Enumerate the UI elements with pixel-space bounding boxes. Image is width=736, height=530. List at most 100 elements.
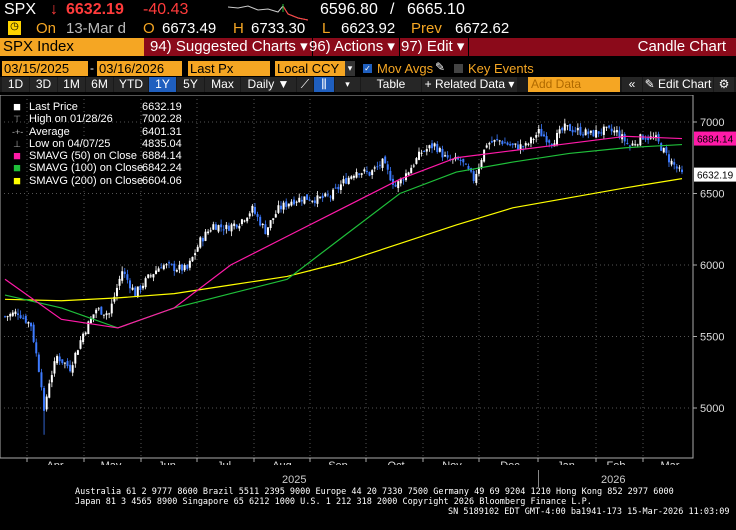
candle-body [545, 136, 548, 143]
candle-body [134, 287, 137, 297]
candle-chart-icon[interactable]: ⫼ [314, 77, 334, 92]
period-6m[interactable]: 6M [86, 77, 113, 92]
suggested-charts-menu[interactable]: 94) Suggested Charts ▾ [146, 38, 313, 56]
frequency-dropdown[interactable]: Daily ▼ [241, 77, 296, 92]
candle-body [347, 177, 350, 184]
candle-body [488, 143, 491, 145]
end-date-field[interactable]: 03/16/2026 [97, 61, 182, 76]
candle-body [76, 350, 79, 355]
footer-contacts-line1: Australia 61 2 9777 8600 Brazil 5511 239… [75, 487, 674, 497]
x-tick-label: Aug [272, 460, 292, 465]
candle-body [306, 194, 309, 200]
candle-body [467, 166, 470, 170]
candle-body [136, 286, 139, 297]
security-field[interactable]: SPX Index [0, 38, 144, 56]
candle-body [438, 148, 441, 152]
candle-body [152, 274, 155, 278]
candle-body [506, 142, 509, 145]
candle-body [542, 134, 545, 137]
settings-gear-icon[interactable]: ⚙ [714, 77, 734, 92]
candle-body [558, 129, 561, 134]
candle-body [238, 225, 241, 229]
candle-body [561, 127, 564, 131]
candle-body [423, 150, 426, 152]
candle-body [673, 162, 676, 165]
candle-body [587, 131, 590, 135]
period-1d[interactable]: 1D [2, 77, 29, 92]
candle-body [436, 144, 439, 153]
candle-body [196, 246, 199, 252]
legend-item: ■ SMAVG (200) on Close 6604.06 [4, 174, 194, 187]
pencil-icon[interactable]: ✎ [435, 60, 446, 74]
candle-body [389, 170, 392, 181]
line-chart-icon[interactable]: ⟋ [297, 77, 313, 92]
candle-body [662, 147, 665, 153]
start-date-field[interactable]: 03/15/2025 [2, 61, 88, 76]
candle-body [313, 200, 316, 203]
add-data-input[interactable]: Add Data [528, 77, 620, 92]
candle-body [108, 313, 111, 315]
candle-body [199, 237, 202, 248]
candle-body [123, 271, 126, 274]
bid-price: 6596.80 [320, 1, 378, 18]
legend-item: ⊤ High on 01/28/26 7002.28 [4, 113, 194, 125]
candle-body [605, 126, 608, 128]
candle-body [589, 130, 592, 133]
edit-menu[interactable]: 97) Edit ▾ [397, 38, 470, 56]
y-tick-label: 5000 [700, 403, 724, 415]
candle-body [170, 263, 173, 265]
sma200-line [4, 178, 683, 302]
period-1y[interactable]: 1Y [149, 77, 176, 92]
candle-body [293, 199, 296, 205]
mov-avgs-checkbox[interactable]: ✓ [363, 64, 372, 73]
legend-label: Last Price [29, 101, 78, 113]
candle-body [230, 224, 233, 232]
period-max[interactable]: Max [205, 77, 240, 92]
currency-dropdown[interactable]: Local CCY [275, 61, 345, 76]
candle-body [386, 164, 389, 170]
price-badge-label: 6884.14 [697, 135, 734, 146]
actions-menu[interactable]: 96) Actions ▾ [305, 38, 400, 56]
period-ytd[interactable]: YTD [114, 77, 148, 92]
candle-body [43, 388, 46, 411]
candle-body [402, 179, 405, 181]
collapse-icon[interactable]: « [622, 77, 642, 92]
candle-body [157, 268, 160, 272]
candle-body [628, 145, 631, 147]
candle-body [329, 196, 332, 198]
candle-body [678, 167, 681, 169]
edit-chart-button[interactable]: ✎ Edit Chart [643, 77, 713, 92]
candle-body [173, 263, 176, 272]
chart-type-label: Candle Chart [637, 38, 726, 55]
x-tick-label: Jan [557, 460, 575, 465]
candle-body [102, 314, 105, 316]
price-chart[interactable]: 5000 5500 6000 6500 7000 Apr May Jun Jul Aug Sep Oc… [0, 95, 736, 465]
x-tick-label: Sep [328, 460, 348, 465]
quote-date: 13-Mar d [66, 20, 127, 37]
chevron-down-icon[interactable]: ▾ [345, 61, 355, 76]
candle-body [316, 195, 319, 204]
legend-item: -+- Average 6401.31 [4, 126, 194, 138]
candle-body [457, 158, 460, 160]
candle-body [444, 155, 447, 157]
legend-swatch-icon: ⊥ [13, 138, 21, 149]
chevron-down-icon[interactable]: ▾ [335, 77, 360, 92]
related-data-button[interactable]: + Related Data ▾ [422, 77, 517, 92]
x-tick-label: Jul [217, 460, 231, 465]
ask-price: 6665.10 [407, 1, 465, 18]
candle-body [11, 312, 14, 316]
field-selector[interactable]: Last Px [188, 61, 270, 76]
legend-item: ■ SMAVG (100) on Close 6842.24 [4, 161, 194, 175]
legend-value: 6842.24 [142, 162, 182, 175]
candle-body [178, 264, 181, 270]
price-badge-label: 6632.19 [697, 171, 734, 182]
period-1m[interactable]: 1M [58, 77, 85, 92]
candle-body [100, 306, 103, 315]
key-events-checkbox[interactable] [454, 64, 463, 73]
candle-body [303, 196, 306, 204]
candle-body [399, 178, 402, 184]
period-5y[interactable]: 5Y [177, 77, 204, 92]
legend-label: Low on 04/07/25 [29, 137, 111, 150]
period-3d[interactable]: 3D [30, 77, 57, 92]
table-button[interactable]: Table [361, 77, 421, 92]
